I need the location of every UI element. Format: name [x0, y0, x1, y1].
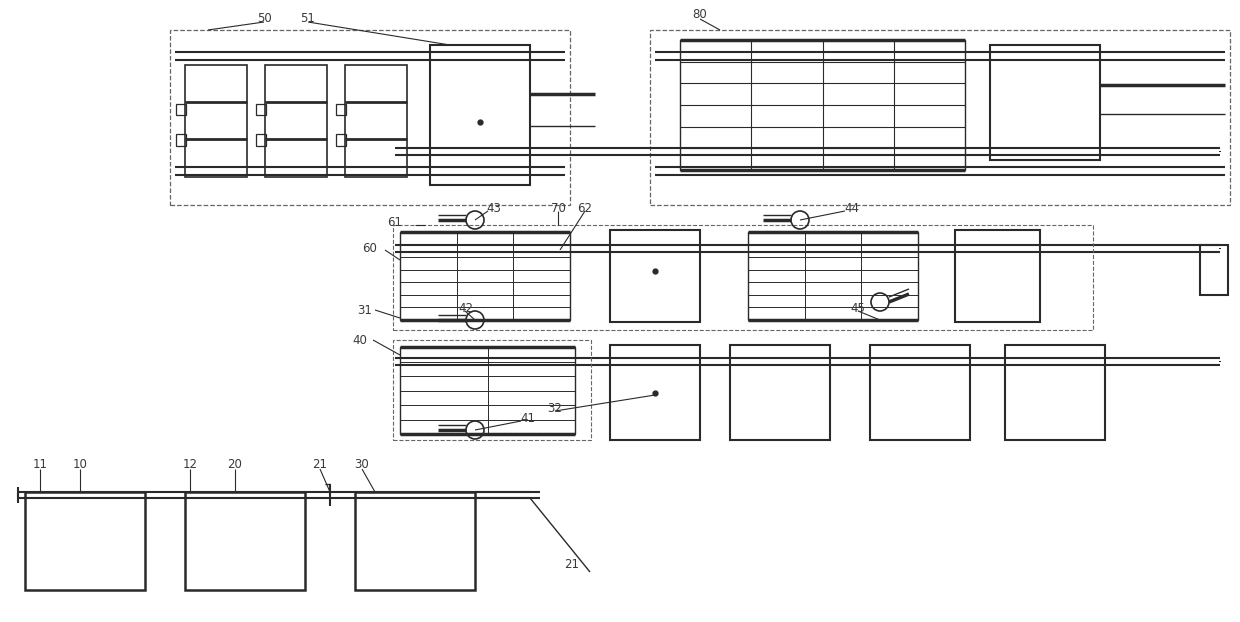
Text: 31: 31 [357, 304, 372, 317]
Bar [336, 134, 346, 146]
Text: 45: 45 [851, 302, 866, 315]
Bar [430, 45, 529, 185]
Bar [610, 230, 701, 322]
Bar [730, 345, 830, 440]
Bar [176, 104, 186, 116]
Bar [393, 340, 591, 440]
Bar [393, 225, 1092, 330]
Text: 70: 70 [551, 202, 565, 215]
Text: 20: 20 [228, 458, 243, 471]
Bar [870, 345, 970, 440]
Text: 51: 51 [300, 11, 315, 24]
Text: 30: 30 [355, 458, 370, 471]
Bar [25, 492, 145, 590]
Text: 32: 32 [548, 401, 563, 414]
Text: 11: 11 [32, 458, 47, 471]
Bar [1004, 345, 1105, 440]
Bar [255, 104, 267, 116]
Bar [185, 492, 305, 590]
Text: 43: 43 [486, 202, 501, 215]
Text: 80: 80 [693, 9, 707, 22]
Text: 42: 42 [459, 302, 474, 315]
Bar [355, 492, 475, 590]
Bar [1200, 245, 1228, 295]
Bar [336, 104, 346, 116]
Bar [170, 30, 570, 205]
Bar [176, 134, 186, 146]
Bar [748, 232, 918, 320]
Text: 40: 40 [352, 333, 367, 346]
Text: 60: 60 [362, 241, 377, 254]
Bar [265, 65, 327, 177]
Text: 41: 41 [521, 412, 536, 424]
Text: 21: 21 [564, 557, 579, 570]
Bar [401, 347, 575, 434]
Bar [610, 345, 701, 440]
Text: 44: 44 [844, 202, 859, 215]
Bar [990, 45, 1100, 160]
Bar [401, 232, 570, 320]
Text: 50: 50 [257, 11, 272, 24]
Text: 62: 62 [578, 202, 593, 215]
Text: 21: 21 [312, 458, 327, 471]
Bar [345, 65, 407, 177]
Text: 61: 61 [387, 216, 403, 230]
Bar [955, 230, 1040, 322]
Text: 10: 10 [73, 458, 88, 471]
Bar [255, 134, 267, 146]
Text: 12: 12 [182, 458, 197, 471]
Bar [650, 30, 1230, 205]
Bar [680, 40, 965, 170]
Bar [185, 65, 247, 177]
